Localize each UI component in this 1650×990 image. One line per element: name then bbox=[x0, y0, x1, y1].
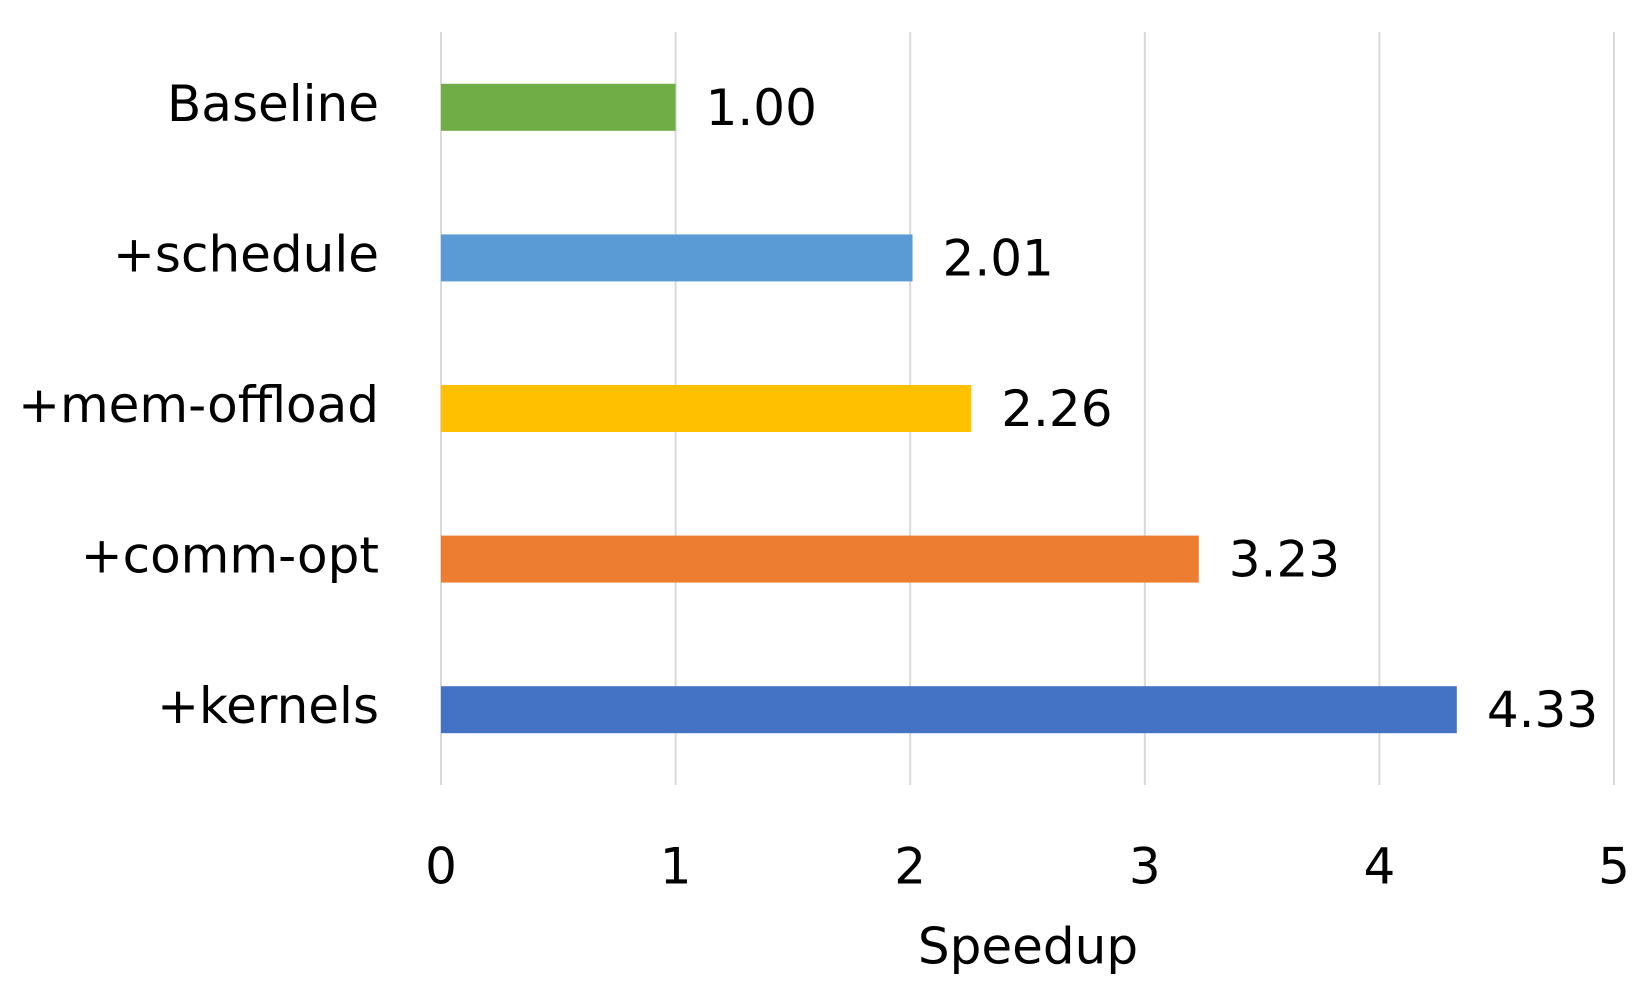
bar bbox=[441, 83, 676, 131]
x-tick-label: 3 bbox=[1129, 838, 1161, 896]
x-tick-label: 4 bbox=[1363, 838, 1395, 896]
y-tick-label: +mem-offload bbox=[18, 376, 379, 434]
bar bbox=[441, 535, 1199, 583]
value-label: 3.23 bbox=[1229, 531, 1340, 589]
bar bbox=[441, 686, 1457, 734]
x-tick-label: 5 bbox=[1598, 838, 1630, 896]
value-label: 4.33 bbox=[1487, 681, 1598, 739]
bar bbox=[441, 234, 913, 282]
y-tick-label: +comm-opt bbox=[81, 527, 379, 585]
bar bbox=[441, 385, 972, 432]
value-label: 2.01 bbox=[943, 229, 1054, 287]
x-axis-label: Speedup bbox=[918, 918, 1138, 976]
y-tick-label: +schedule bbox=[113, 225, 379, 283]
y-tick-label: Baseline bbox=[167, 75, 379, 133]
value-label: 1.00 bbox=[706, 79, 817, 137]
x-tick-label: 0 bbox=[425, 838, 457, 896]
x-tick-label: 2 bbox=[894, 838, 926, 896]
x-tick-label: 1 bbox=[660, 838, 692, 896]
y-tick-label: +kernels bbox=[157, 677, 379, 735]
value-label: 2.26 bbox=[1001, 380, 1112, 438]
